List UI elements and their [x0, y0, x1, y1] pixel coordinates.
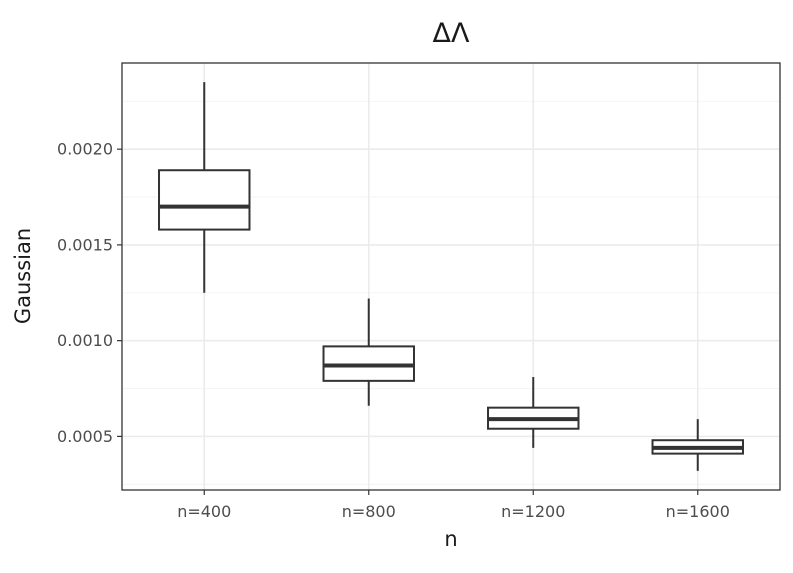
y-axis: 0.0005 0.0010 0.0015 0.0020	[57, 140, 122, 446]
x-tick-label-3: n=1600	[666, 502, 730, 521]
box-series	[158, 82, 744, 471]
x-axis: n=400 n=800 n=1200 n=1600	[177, 490, 730, 521]
box-n=1200	[487, 377, 580, 448]
x-tick-label-0: n=400	[177, 502, 231, 521]
y-tick-label-3: 0.0020	[57, 140, 113, 159]
x-tick-label-2: n=1200	[501, 502, 565, 521]
plot-panel	[121, 62, 781, 491]
grid-lines	[122, 63, 780, 490]
y-axis-title: Gaussian	[11, 228, 35, 324]
iqr-box	[158, 169, 251, 231]
x-tick-label-1: n=800	[342, 502, 396, 521]
y-tick-label-2: 0.0015	[57, 235, 113, 254]
x-axis-title: n	[444, 527, 457, 551]
y-tick-label-0: 0.0005	[57, 427, 113, 446]
box-n=1600	[651, 419, 744, 471]
box-n=800	[322, 298, 415, 406]
y-tick-label-1: 0.0010	[57, 331, 113, 350]
chart-title: ΔΛ	[433, 18, 470, 49]
box-n=400	[158, 82, 251, 293]
